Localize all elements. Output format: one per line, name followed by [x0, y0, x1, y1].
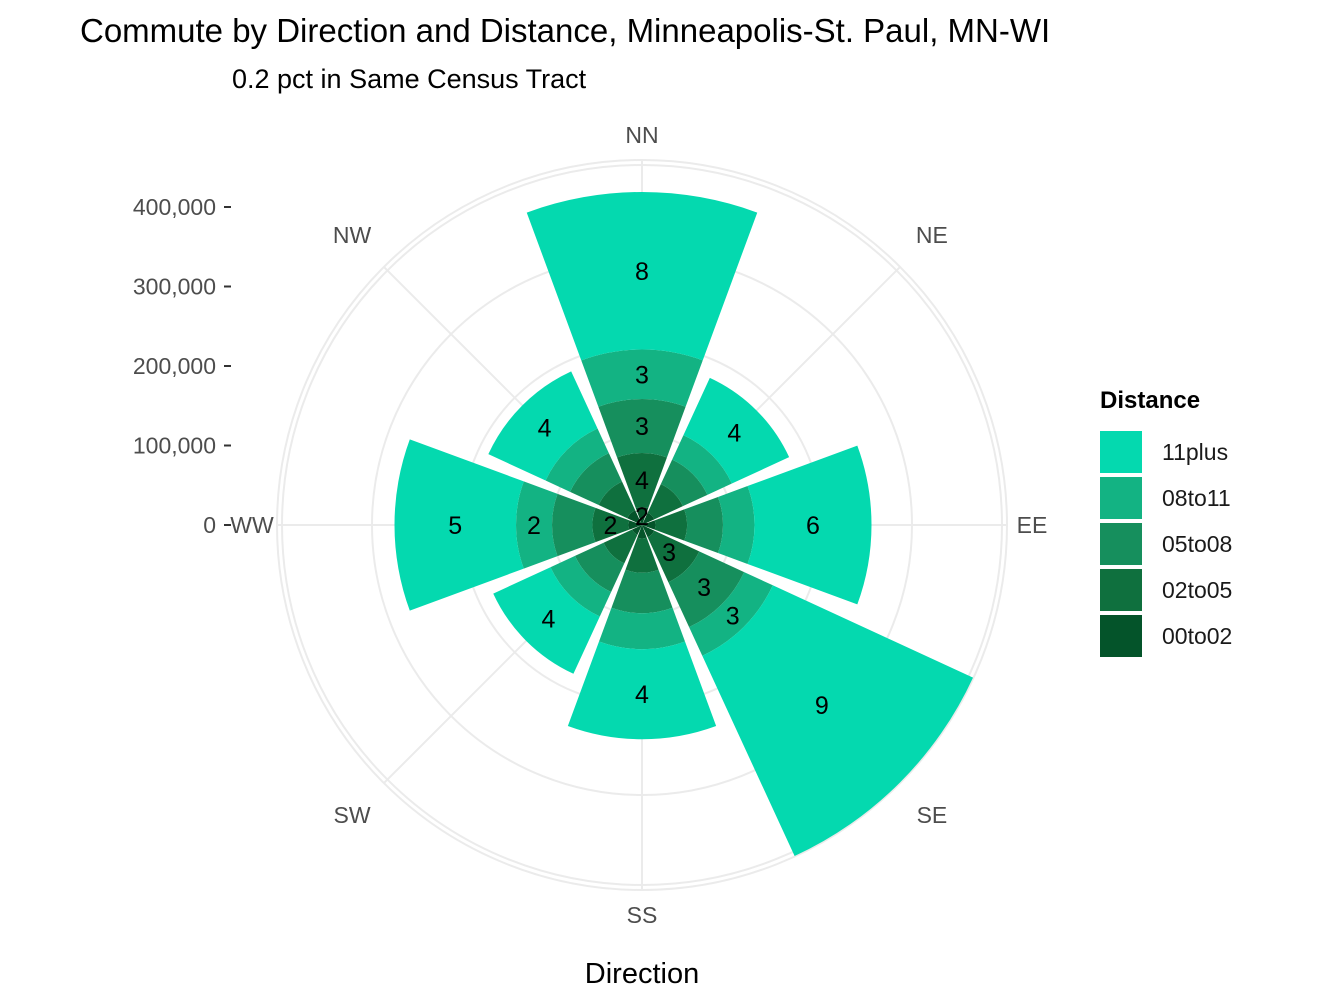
y-tick-label: 400,000 — [133, 194, 216, 220]
bar-ne-00to02 — [642, 512, 655, 525]
bar-ww-00to02 — [628, 520, 642, 530]
bar-ww-08to11 — [516, 481, 558, 569]
legend-label-08to11: 08to11 — [1162, 484, 1231, 511]
legend: Distance 11plus 08to11 05to08 02to05 00to02 — [1100, 387, 1232, 659]
bar-ne-05to08 — [660, 459, 708, 507]
direction-label-ne: NE — [916, 222, 948, 248]
direction-label-nw: NW — [333, 222, 372, 248]
legend-label-00to02: 00to02 — [1162, 622, 1233, 649]
y-tick-label: 100,000 — [133, 433, 216, 459]
bar-label-nn-00to02: 2 — [635, 503, 649, 531]
bar-ee-08to11 — [717, 486, 755, 564]
bar-sw-08to11 — [550, 555, 612, 617]
bar-nw-05to08 — [570, 453, 623, 506]
bar-ee-02to05 — [654, 509, 688, 541]
bar-label-se-11plus: 9 — [815, 692, 829, 720]
direction-label-ee: EE — [1017, 512, 1048, 538]
bar-ss-00to02 — [637, 525, 647, 539]
direction-label-sw: SW — [334, 802, 371, 828]
chart-subtitle: 0.2 pct in Same Census Tract — [232, 64, 587, 94]
bar-ww-05to08 — [551, 493, 596, 557]
legend-label-02to05: 02to05 — [1162, 576, 1233, 603]
bar-label-sw-11plus: 4 — [541, 606, 555, 634]
legend-item-11plus: 11plus — [1100, 429, 1232, 475]
bar-ss-11plus — [567, 641, 717, 740]
bar-ee-11plus — [747, 445, 872, 605]
bar-label-nn-02to05: 4 — [635, 467, 649, 495]
bar-label-ss-11plus: 4 — [635, 681, 649, 709]
y-tick-label: 0 — [203, 512, 216, 538]
bar-label-ww-02to05: 2 — [604, 512, 618, 540]
bar-nn-05to08 — [598, 399, 686, 458]
bar-nw-11plus — [488, 371, 598, 481]
bar-label-ww-11plus: 5 — [448, 512, 462, 540]
bar-label-ww-08to11: 2 — [527, 512, 541, 540]
legend-item-02to05: 02to05 — [1100, 567, 1232, 613]
bar-label-se-02to05: 3 — [662, 539, 676, 567]
bar-label-nn-08to11: 3 — [635, 361, 649, 389]
bar-label-ne-11plus: 4 — [727, 420, 741, 448]
legend-label-11plus: 11plus — [1162, 438, 1229, 465]
legend-item-08to11: 08to11 — [1100, 475, 1232, 521]
bar-nw-08to11 — [545, 428, 609, 492]
legend-items: 11plus 08to11 05to08 02to05 00to02 — [1100, 429, 1232, 659]
bar-ee-00to02 — [642, 520, 656, 530]
bar-label-se-05to08: 3 — [697, 574, 711, 602]
direction-label-ww: WW — [230, 512, 274, 538]
x-axis-label: Direction — [584, 958, 700, 990]
bar-nn-08to11 — [581, 349, 703, 407]
bar-se-08to11 — [689, 572, 773, 656]
bar-se-11plus — [702, 585, 974, 857]
legend-item-00to02: 00to02 — [1100, 613, 1232, 659]
bar-sw-00to02 — [632, 525, 642, 535]
bar-sw-02to05 — [603, 529, 638, 564]
bar-ww-02to05 — [592, 507, 630, 543]
bar-ss-05to08 — [611, 569, 673, 614]
bar-label-se-08to11: 3 — [726, 603, 740, 631]
bar-nw-02to05 — [598, 481, 636, 519]
direction-label-ss: SS — [627, 902, 658, 928]
bar-label-ee-11plus: 6 — [806, 512, 820, 540]
bar-se-02to05 — [647, 530, 700, 583]
bar-nn-02to05 — [617, 452, 667, 509]
bar-se-05to08 — [668, 551, 745, 628]
bar-ss-02to05 — [625, 537, 659, 573]
bar-ee-05to08 — [684, 496, 723, 554]
bar-ne-11plus — [683, 377, 790, 484]
bar-label-nn-05to08: 3 — [635, 413, 649, 441]
stacked-bars — [394, 192, 974, 857]
legend-key-02to05 — [1100, 569, 1142, 611]
legend-key-11plus — [1100, 431, 1142, 473]
legend-title: Distance — [1100, 387, 1201, 414]
legend-key-08to11 — [1100, 477, 1142, 519]
bar-nw-00to02 — [627, 510, 642, 525]
bar-nn-11plus — [526, 192, 758, 361]
bar-ne-02to05 — [647, 484, 683, 520]
bar-sw-05to08 — [574, 542, 625, 593]
y-tick-label: 200,000 — [133, 353, 216, 379]
bar-nn-00to02 — [635, 507, 649, 525]
direction-label-se: SE — [917, 802, 948, 828]
bar-ss-08to11 — [599, 607, 685, 650]
y-tick-label: 300,000 — [133, 274, 216, 300]
chart-title: Commute by Direction and Distance, Minne… — [80, 12, 1051, 49]
direction-label-nn: NN — [625, 122, 658, 148]
bar-label-nn-11plus: 8 — [635, 258, 649, 286]
legend-item-05to08: 05to08 — [1100, 521, 1232, 567]
legend-key-05to08 — [1100, 523, 1142, 565]
legend-key-00to02 — [1100, 615, 1142, 657]
legend-label-05to08: 05to08 — [1162, 530, 1233, 557]
bar-sw-11plus — [493, 567, 600, 674]
bar-ne-08to11 — [672, 435, 732, 495]
bar-ww-11plus — [394, 439, 524, 611]
bar-se-00to02 — [642, 525, 655, 538]
axes: NN NE EE SE SS SW WW NW 0 100,000 200,000 300,000 40… — [133, 122, 1047, 928]
bar-label-nw-11plus: 4 — [538, 415, 552, 443]
